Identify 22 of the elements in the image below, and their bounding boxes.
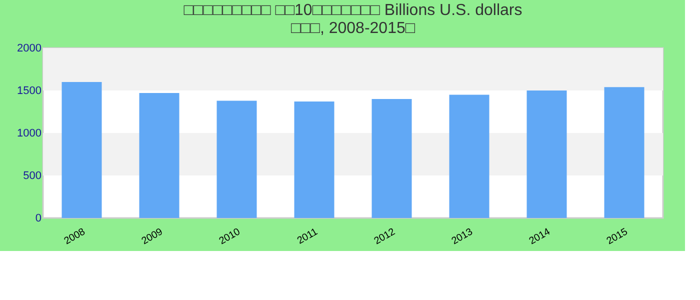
bar	[139, 93, 180, 218]
bar	[294, 102, 334, 218]
x-tick-label: 2012	[372, 226, 398, 248]
bar	[216, 100, 257, 218]
y-tick-label: 1000	[17, 128, 42, 140]
x-tick-label: 2013	[450, 226, 476, 248]
x-tick-label: 2011	[296, 226, 320, 247]
y-tick-label: 1500	[17, 85, 42, 97]
bar	[449, 94, 490, 218]
x-tick-label: 2014	[527, 226, 553, 248]
bar	[604, 87, 644, 218]
y-tick-label: 500	[23, 170, 42, 182]
bar	[62, 82, 102, 218]
bar	[372, 99, 412, 218]
y-tick-label: 2000	[17, 42, 42, 54]
x-tick-label: 2009	[140, 226, 166, 248]
x-tick-label: 2015	[604, 226, 630, 248]
bar	[526, 90, 567, 218]
x-tick-label: 2008	[62, 226, 88, 248]
chart-title: □□□□□□□□□ □□10□□□□□□□ Billions U.S. dollars □□□, 2008-2015□	[184, 2, 522, 37]
y-tick-label: 0	[35, 212, 42, 224]
x-tick-label: 2010	[217, 226, 243, 248]
